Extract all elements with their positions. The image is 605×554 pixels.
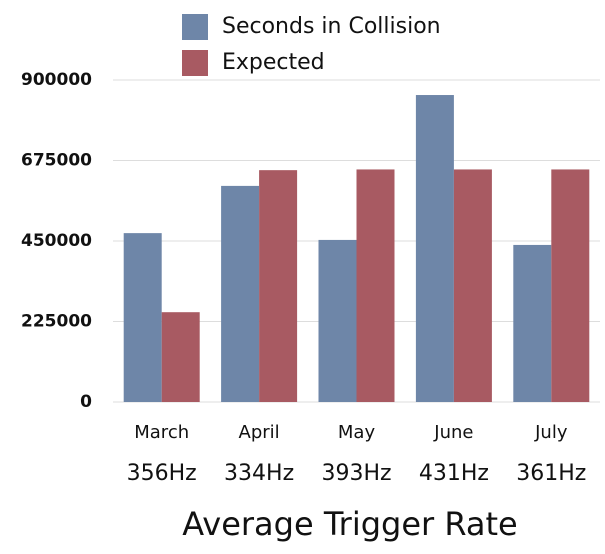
bar [453,169,492,402]
x-axis-label: Average Trigger Rate [182,505,517,543]
x-tick-label: May [338,422,376,443]
bar [221,185,260,402]
x-tick-sublabel: 334Hz [224,461,294,486]
x-tick-sublabel: 356Hz [127,461,197,486]
legend-swatch [182,14,208,40]
y-tick-label: 450000 [21,231,92,251]
y-tick-label: 900000 [21,70,92,90]
y-tick-label: 225000 [21,312,92,332]
x-tick-label: June [433,422,473,443]
x-tick-sublabel: 393Hz [321,461,391,486]
bar [318,239,357,402]
bar [356,169,395,402]
legend-label: Seconds in Collision [222,14,441,39]
y-tick-label: 0 [80,392,92,412]
y-tick-label: 675000 [21,151,92,171]
bar [415,95,454,402]
bar [161,312,200,402]
legend-label: Expected [222,50,325,75]
x-tick-sublabel: 431Hz [419,461,489,486]
x-tick-sublabel: 361Hz [516,461,586,486]
bar [123,233,162,402]
x-tick-label: April [239,422,280,443]
x-tick-label: March [134,422,189,443]
x-tick-label: July [534,422,568,443]
legend-swatch [182,50,208,76]
bar [513,244,552,402]
bar [259,170,298,402]
bar [551,169,590,402]
